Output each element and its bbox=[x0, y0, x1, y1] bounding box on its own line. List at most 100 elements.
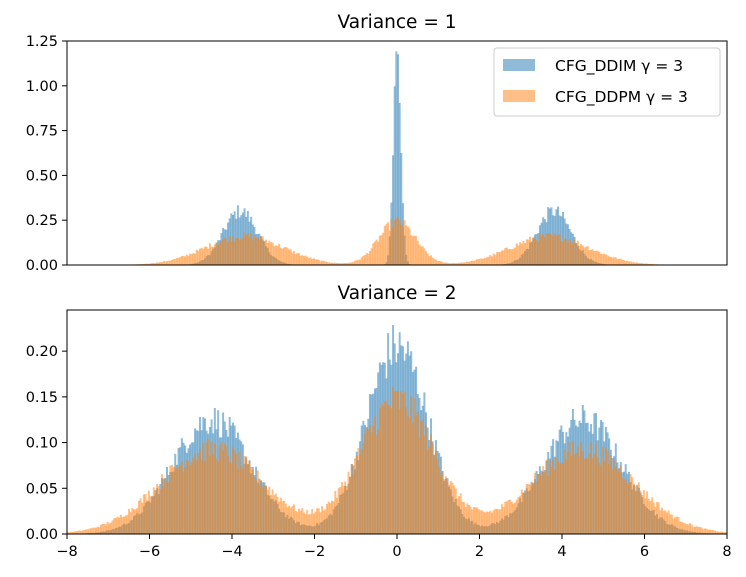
hist-bar bbox=[192, 252, 195, 265]
hist-bar bbox=[496, 508, 498, 534]
hist-bar bbox=[679, 521, 682, 534]
hist-bar bbox=[545, 233, 548, 265]
hist-bar bbox=[459, 493, 462, 534]
hist-bar bbox=[481, 258, 484, 265]
hist-bar bbox=[258, 239, 261, 265]
hist-bar bbox=[90, 528, 93, 534]
hist-bar bbox=[609, 257, 612, 265]
hist-bar bbox=[461, 501, 464, 534]
hist-bar bbox=[489, 255, 492, 265]
hist-bar bbox=[408, 228, 411, 265]
hist-bar bbox=[575, 243, 578, 265]
hist-bar bbox=[527, 239, 530, 265]
hist-bar bbox=[484, 512, 487, 534]
hist-bar bbox=[329, 502, 332, 534]
hist-bar bbox=[243, 232, 246, 265]
hist-bar bbox=[570, 242, 573, 265]
hist-bar bbox=[568, 442, 571, 534]
hist-bar bbox=[515, 243, 518, 265]
hist-bar bbox=[517, 497, 520, 534]
hist-bar bbox=[588, 250, 591, 265]
hist-bar bbox=[368, 250, 371, 265]
hist-bar bbox=[634, 486, 637, 534]
hist-bar bbox=[144, 263, 147, 265]
hist-bar bbox=[190, 462, 193, 534]
hist-bar bbox=[588, 453, 591, 534]
hist-bar bbox=[397, 217, 399, 265]
hist-bar bbox=[233, 240, 236, 265]
hist-bar bbox=[395, 218, 398, 265]
hist-bar bbox=[311, 509, 314, 534]
hist-bar bbox=[238, 451, 241, 534]
hist-bar bbox=[161, 262, 164, 265]
hist-bar bbox=[349, 476, 352, 534]
hist-bar bbox=[321, 506, 324, 534]
hist-bar bbox=[203, 461, 206, 534]
hist-bar bbox=[357, 447, 360, 534]
hist-bar bbox=[233, 211, 236, 265]
hist-bar bbox=[349, 262, 352, 265]
hist-bar bbox=[175, 468, 178, 534]
y-tick-label: 0.15 bbox=[26, 390, 58, 406]
hist-bar bbox=[426, 253, 429, 265]
hist-bar bbox=[263, 241, 266, 265]
hist-bar bbox=[236, 238, 239, 265]
hist-bar bbox=[212, 247, 215, 265]
hist-bar bbox=[327, 501, 330, 534]
hist-bar bbox=[189, 253, 192, 265]
hist-bar bbox=[566, 451, 569, 534]
hist-bar bbox=[451, 482, 454, 534]
hist-bar bbox=[446, 482, 449, 534]
hist-bar bbox=[106, 521, 109, 534]
hist-bar bbox=[335, 263, 338, 265]
hist-bar bbox=[217, 244, 220, 265]
hist-bar bbox=[93, 527, 96, 534]
hist-bar bbox=[593, 251, 596, 265]
hist-bar bbox=[613, 459, 616, 534]
hist-bar bbox=[595, 250, 597, 265]
hist-bar bbox=[547, 476, 550, 534]
hist-bar bbox=[482, 258, 485, 265]
hist-bar bbox=[215, 458, 218, 534]
hist-bar bbox=[542, 234, 545, 265]
hist-bar bbox=[413, 398, 416, 534]
hist-bar bbox=[464, 262, 467, 265]
hist-bar bbox=[205, 246, 208, 265]
hist-bar bbox=[156, 483, 159, 534]
hist-bar bbox=[243, 455, 246, 534]
hist-bar bbox=[73, 531, 76, 534]
hist-bar bbox=[453, 263, 456, 265]
hist-bar bbox=[301, 255, 304, 265]
hist-bar bbox=[266, 243, 269, 265]
hist-bar bbox=[268, 240, 271, 265]
hist-bar bbox=[403, 391, 406, 534]
hist-bar bbox=[218, 444, 221, 534]
hist-bar bbox=[397, 54, 399, 265]
hist-bar bbox=[70, 531, 73, 534]
hist-bar bbox=[225, 445, 228, 534]
hist-bar bbox=[220, 441, 223, 534]
hist-bar bbox=[408, 418, 411, 534]
hist-bar bbox=[512, 248, 515, 265]
hist-bar bbox=[669, 514, 672, 534]
hist-bar bbox=[342, 486, 345, 534]
hist-bar bbox=[514, 247, 517, 265]
hist-bar bbox=[603, 461, 606, 534]
hist-bar bbox=[177, 466, 180, 534]
hist-bar bbox=[626, 260, 629, 265]
hist-bar bbox=[420, 246, 423, 265]
hist-bar bbox=[159, 261, 162, 265]
hist-bar bbox=[525, 483, 528, 534]
panel-variance-1: Variance = 1 0.00 0.25 0.50 0.75 1.00 1.25 CF… bbox=[26, 12, 728, 274]
hist-bar bbox=[126, 514, 129, 534]
y-tick-label: 0.05 bbox=[26, 481, 58, 497]
hist-bar bbox=[164, 478, 167, 534]
hist-bar bbox=[476, 507, 479, 534]
hist-bar bbox=[458, 496, 461, 534]
hist-bar bbox=[672, 518, 675, 534]
hist-bar bbox=[403, 220, 406, 265]
hist-bar bbox=[321, 260, 324, 265]
hist-bar bbox=[430, 255, 432, 265]
hist-bar bbox=[632, 483, 635, 534]
hist-bar bbox=[443, 479, 446, 534]
